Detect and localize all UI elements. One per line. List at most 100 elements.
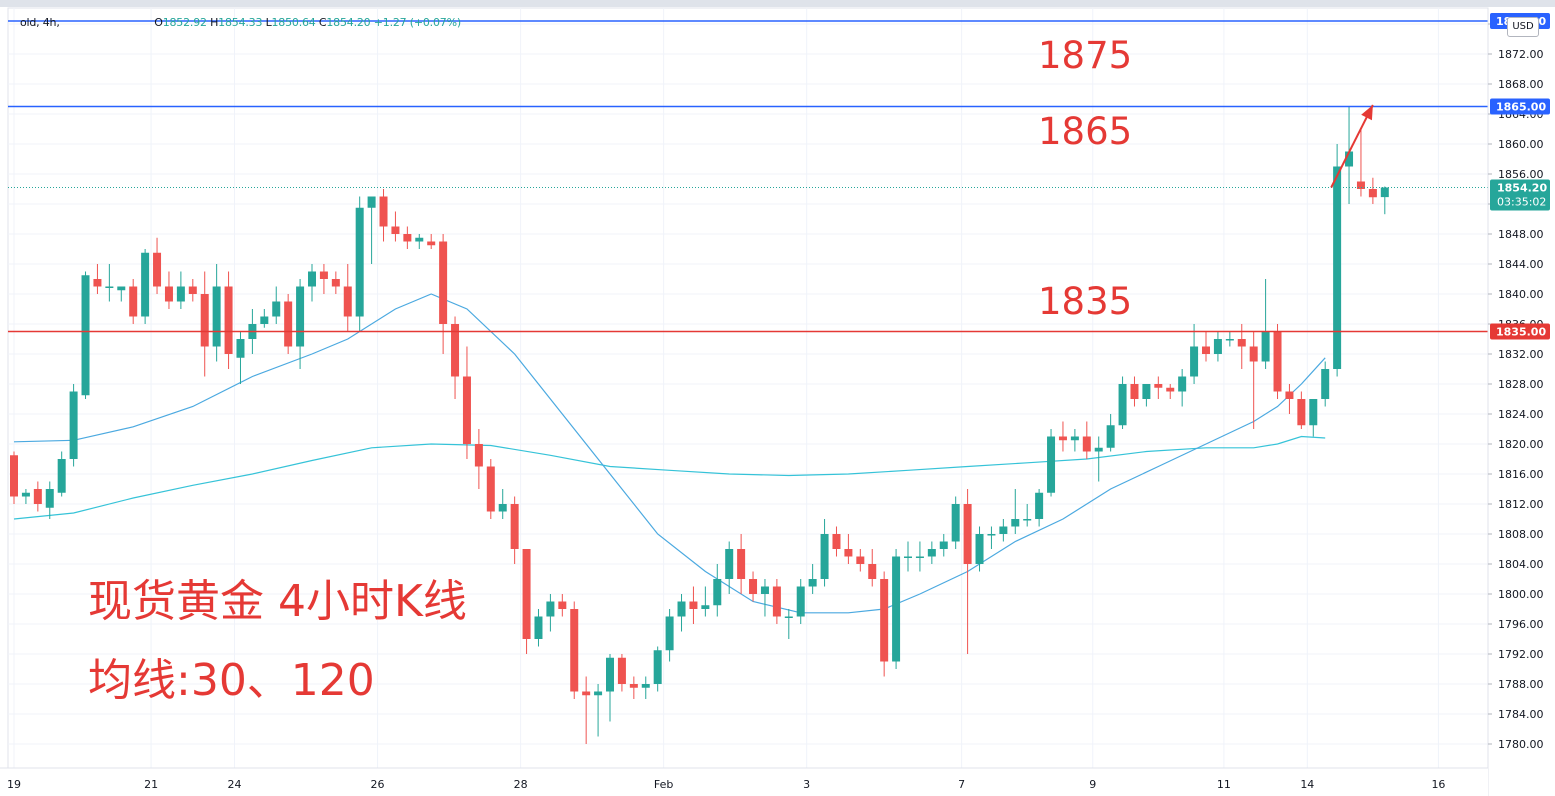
candle [319,264,328,294]
symbol-label: old, 4h, [20,16,60,29]
currency-button[interactable]: USD [1507,17,1539,37]
candle [689,586,698,624]
candle-body [570,609,579,692]
candle-body [415,237,424,242]
candle-body [1309,399,1318,426]
candle [367,196,376,264]
candle-body [1118,384,1127,426]
candle [403,226,412,249]
candle [57,451,66,497]
candle-body [975,534,984,564]
candle [153,237,162,294]
candle-body [1094,447,1103,452]
candle-body [1380,187,1389,198]
price-tick-label: 1804.00 [1498,558,1544,571]
candle [546,594,555,632]
time-tick-label: 7 [958,778,965,791]
candle [308,264,316,302]
price-tick-label: 1792.00 [1498,648,1544,661]
time-tick-label: 28 [514,778,528,791]
candle-body [391,226,400,234]
candle-body [629,684,638,688]
candle [939,534,948,557]
open-value: 1852.92 [162,16,207,29]
candle [1082,421,1091,459]
candle [1321,361,1330,407]
candle-body [1047,436,1056,493]
arrow-shaft [1330,104,1374,188]
candle-body [915,556,924,558]
price-axis[interactable]: 1780.00 1784.00 1788.00 1792.00 1796.00 1800.… [1487,8,1555,796]
candle-body [749,579,758,594]
candle-body [606,657,614,692]
time-tick-label: 19 [7,778,21,791]
candle-body [665,616,674,651]
candle-body [522,549,531,639]
level-annotation-1835: 1835 [1038,280,1133,323]
candle-body [1321,369,1330,399]
candle [796,579,805,624]
candle-body [141,252,150,317]
candle [522,549,531,654]
candle-body [534,616,543,639]
candle-body [701,605,710,609]
candle [760,579,769,617]
candle-body [546,601,555,617]
level-axis-label: 1865.00 [1496,101,1546,114]
time-tick-label: 24 [228,778,242,791]
candle [498,489,507,519]
candle [1023,504,1032,527]
price-tick-label: 1860.00 [1498,138,1544,151]
level-axis-label: 1835.00 [1496,326,1546,339]
candle-body [1130,384,1139,399]
candle-body [1285,391,1294,399]
candle [379,189,388,242]
candle-body [296,286,305,347]
level-annotation-1865: 1865 [1038,110,1133,153]
candle-body [1213,339,1222,354]
candle-body [308,271,316,287]
candle-body [641,684,650,688]
candle-body [451,324,460,377]
candle-body [617,657,626,684]
candle [749,571,758,602]
candle [665,609,674,662]
candle [1047,429,1056,497]
candle [1356,129,1365,197]
candle-body [582,691,591,696]
price-tick-label: 1868.00 [1498,78,1544,91]
candle-body [1023,519,1032,521]
candle-body [93,279,102,287]
candle [1380,186,1389,215]
time-axis[interactable]: 19 21 24 26 28 Feb 3 7 9 11 14 16 [0,767,1488,796]
candle [1154,376,1163,399]
candle-body [1142,384,1151,399]
candle [141,249,150,324]
candle-body [200,294,209,347]
candle [701,586,710,617]
candle [1094,436,1103,482]
candle-body [21,492,30,497]
candle [331,271,340,294]
candle [343,264,352,332]
candle-body [1237,339,1246,347]
candle [915,541,924,572]
candle-body [474,444,483,467]
candle [725,541,734,594]
candle-body [260,316,269,324]
candle-body [1070,436,1079,441]
price-tick-label: 1856.00 [1498,168,1544,181]
candle [534,609,543,647]
candle-body [117,286,126,291]
candle-body [212,286,221,347]
plot-area [7,7,1489,769]
candle-body [498,504,507,512]
open-label: O [154,16,163,29]
last-price-value: 1854.20 [1497,182,1547,195]
candle-body [844,549,853,557]
grid [7,7,1489,769]
candle-body [987,534,996,536]
time-tick-label: 3 [803,778,810,791]
candle [1178,369,1187,407]
